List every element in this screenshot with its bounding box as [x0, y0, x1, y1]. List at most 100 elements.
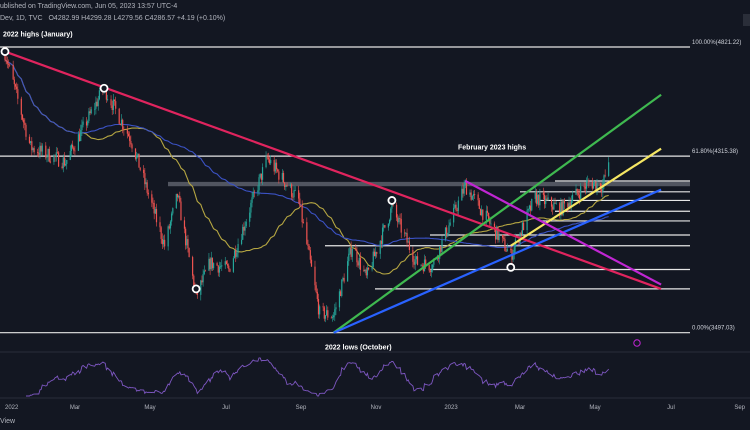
candle-body [61, 166, 63, 169]
candle-body [253, 191, 255, 193]
candle-body [448, 225, 450, 233]
candle-body [119, 123, 121, 126]
candle-body [137, 153, 139, 156]
candle-body [363, 269, 365, 272]
candle-body [497, 226, 499, 241]
candle-body [526, 210, 528, 231]
candle-body [554, 202, 556, 204]
candle-body [20, 98, 22, 115]
candle-body [366, 267, 369, 276]
candle-body [293, 190, 295, 198]
candle-body [439, 246, 441, 259]
candle-body [265, 156, 267, 168]
candle-body [440, 246, 442, 252]
candle-body [550, 197, 553, 207]
candle-body [563, 199, 565, 204]
candle-body [315, 285, 317, 292]
candle-body [30, 141, 32, 143]
candle-body [308, 245, 310, 251]
ohlc-values: O4282.99 H4299.28 L4279.56 C4286.57 +4.1… [48, 15, 226, 22]
candle-body [469, 192, 471, 195]
candle-body [110, 99, 112, 106]
candle-body [80, 130, 82, 142]
candle-body [591, 182, 593, 189]
candle-body [465, 181, 468, 195]
x-axis-tick-label: Mar [515, 405, 525, 411]
candle-body [371, 267, 373, 270]
candle-body [334, 309, 336, 316]
candle-body [209, 258, 211, 270]
candle-body [55, 152, 57, 157]
candle-body [291, 184, 293, 197]
candle-body [24, 122, 26, 125]
candle-body [4, 52, 6, 60]
annotation-label: 2022 lows (October) [325, 344, 392, 351]
candle-body [477, 194, 479, 201]
tradingview-logo-icon [743, 14, 750, 26]
candle-body [444, 227, 447, 240]
candle-body [250, 202, 252, 213]
candle-body [183, 220, 186, 229]
candle-body [147, 192, 149, 195]
candle-body [406, 233, 408, 243]
candle-body [342, 277, 344, 280]
candle-body [90, 109, 92, 114]
candle-body [421, 264, 423, 266]
candle-body [179, 195, 181, 202]
annotation-label: 2022 highs (January) [3, 31, 73, 38]
candle-body [242, 226, 244, 240]
candle-body [40, 145, 42, 152]
candle-body [64, 163, 67, 166]
fib-level-label: 61.80%(4315.38) [692, 149, 738, 155]
candle-body [270, 159, 272, 164]
candle-body [356, 250, 358, 263]
candle-body [113, 99, 116, 102]
candle-body [13, 79, 15, 85]
candle-body [512, 253, 514, 260]
candle-body [335, 307, 337, 310]
candle-body [570, 201, 572, 208]
candle-body [178, 195, 180, 198]
fast-moving-average [4, 59, 609, 275]
candle-body [127, 133, 130, 137]
candle-body [527, 208, 529, 211]
candle-body [395, 204, 398, 218]
candle-body [471, 195, 473, 200]
candle-body [455, 204, 457, 211]
candle-body [555, 203, 557, 205]
candle-body [131, 144, 133, 149]
fib-level-label: 0.00%(3497.03) [692, 326, 735, 332]
candle-body [535, 191, 538, 204]
fib-level-label: 100.00%(4821.22) [692, 40, 741, 46]
candle-body [583, 186, 585, 188]
candle-body [139, 167, 141, 170]
candle-body [226, 264, 229, 266]
candle-body [560, 201, 562, 216]
candle-body [260, 173, 262, 180]
candle-body [322, 306, 324, 308]
candle-body [259, 173, 261, 178]
x-axis-tick-label: May [144, 405, 155, 411]
candle-body [38, 152, 40, 155]
candle-body [28, 136, 31, 143]
candle-body [383, 225, 385, 228]
candle-body [162, 239, 165, 245]
candle-body [204, 270, 207, 272]
trendline [464, 180, 662, 286]
candle-body [327, 310, 329, 318]
candle-body [538, 194, 540, 206]
candle-body [314, 266, 316, 286]
candle-body [134, 148, 137, 159]
candle-body [407, 241, 409, 243]
candle-body [200, 280, 202, 295]
candle-body [561, 201, 563, 215]
x-axis-tick-label: Jul [667, 405, 675, 411]
candle-body [338, 291, 341, 308]
candle-body [245, 221, 247, 227]
candle-body [463, 184, 465, 194]
candle-body [522, 222, 525, 231]
candle-body [571, 194, 574, 202]
candle-body [268, 159, 271, 164]
x-axis-tick-label: Jul [222, 405, 230, 411]
